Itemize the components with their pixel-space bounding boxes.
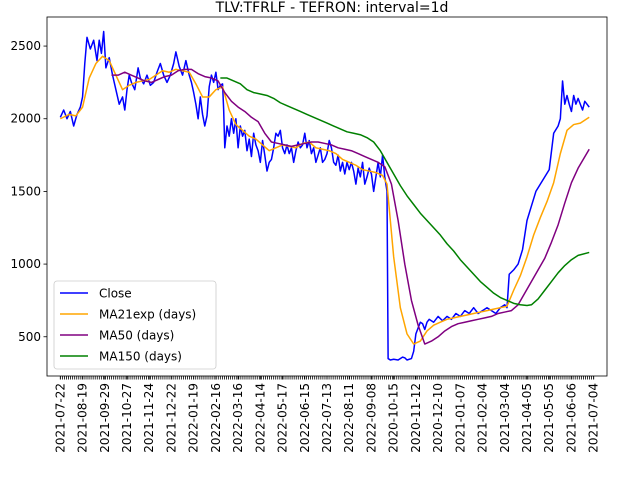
y-tick-label: 500 [18, 330, 41, 344]
x-tick-label: 2021-02-04 [476, 383, 490, 453]
series-group [59, 30, 590, 361]
x-tick-label: 2022-01-19 [187, 383, 201, 453]
x-tick-label: 2022-07-13 [320, 383, 334, 453]
x-tick-label: 2021-05-05 [542, 383, 556, 453]
legend-label: MA21exp (days) [99, 308, 196, 322]
x-tick-label: 2021-04-05 [520, 383, 534, 453]
y-tick-label: 2000 [10, 112, 41, 126]
x-tick-label: 2021-07-22 [53, 383, 67, 453]
y-tick-label: 1000 [10, 257, 41, 271]
x-tick-label: 2021-09-29 [98, 383, 112, 453]
x-axis: 2021-07-22 2021-08-19 2021-09-29 2021-10-27… [53, 376, 601, 453]
x-tick-label: 2022-02-16 [209, 383, 223, 453]
x-minor-ticks [59, 376, 595, 380]
x-tick-label: 2022-05-17 [276, 383, 290, 453]
y-tick-label: 1500 [10, 184, 41, 198]
x-tick-label: 2022-03-16 [231, 383, 245, 453]
y-axis: 500 1000 1500 2000 2500 [10, 39, 47, 344]
x-tick-label: 2021-07-04 [587, 383, 601, 453]
x-tick-label: 2022-06-15 [298, 383, 312, 453]
legend-box [53, 280, 217, 370]
x-tick-label: 2021-11-24 [142, 383, 156, 453]
x-tick-label: 2020-10-15 [387, 383, 401, 453]
legend-label: Close [99, 287, 132, 301]
x-tick-label: 2021-10-27 [120, 383, 134, 453]
x-tick-label: 2021-12-22 [164, 383, 178, 453]
chart-title: TLV:TFRLF - TEFRON: interval=1d [215, 0, 449, 16]
x-tick-label: 2022-09-08 [364, 383, 378, 453]
series-line-3 [220, 77, 590, 307]
legend-label: MA150 (days) [99, 350, 182, 364]
x-tick-label: 2022-04-14 [253, 383, 267, 453]
legend: Close MA21exp (days) MA50 (days) MA150 (day… [53, 280, 217, 370]
x-tick-label: 2021-01-07 [453, 383, 467, 453]
series-line-2 [111, 68, 590, 345]
x-tick-label: 2021-06-06 [564, 383, 578, 453]
x-tick-label: 2022-08-11 [342, 383, 356, 453]
x-tick-label: 2020-12-10 [431, 383, 445, 453]
x-tick-label: 2021-03-04 [498, 383, 512, 453]
x-tick-label: 2021-08-19 [76, 383, 90, 453]
y-tick-label: 2500 [10, 39, 41, 53]
legend-label: MA50 (days) [99, 329, 174, 343]
x-tick-label: 2020-11-12 [409, 383, 423, 453]
series-line-1 [59, 55, 590, 345]
